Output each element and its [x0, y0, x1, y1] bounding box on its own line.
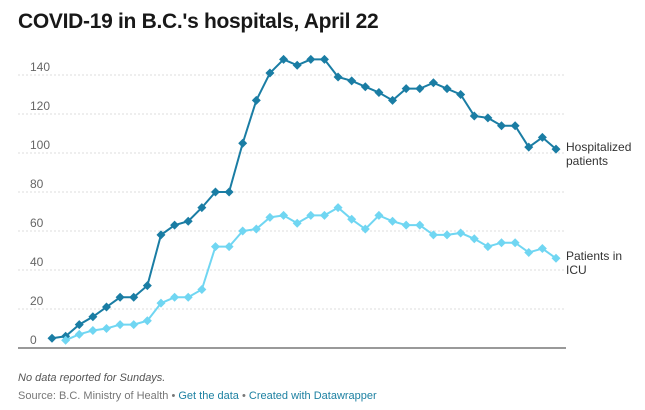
- marker: [537, 132, 547, 142]
- marker: [551, 253, 561, 263]
- marker: [360, 224, 370, 234]
- marker: [238, 138, 248, 148]
- marker: [224, 187, 234, 197]
- marker: [306, 54, 316, 64]
- marker: [251, 95, 261, 105]
- marker: [483, 113, 493, 123]
- marker: [142, 281, 152, 291]
- marker: [224, 242, 234, 252]
- marker: [279, 210, 289, 220]
- marker: [401, 84, 411, 94]
- marker: [210, 187, 220, 197]
- marker: [319, 210, 329, 220]
- marker: [456, 90, 466, 99]
- marker: [442, 230, 452, 240]
- chart: 0 20 40 60 80 100 120 140: [18, 54, 566, 349]
- marker: [537, 244, 547, 254]
- y-tick-label: 20: [30, 294, 44, 308]
- marker: [428, 78, 438, 88]
- marker: [238, 226, 248, 236]
- y-tick-label: 80: [30, 177, 44, 191]
- marker: [129, 292, 139, 302]
- marker: [156, 298, 166, 308]
- marker: [265, 212, 275, 222]
- source: Source: B.C. Ministry of Health: [18, 390, 169, 402]
- marker: [279, 54, 289, 64]
- separator: •: [171, 390, 176, 402]
- marker: [74, 329, 84, 339]
- marker: [442, 84, 452, 94]
- marker: [415, 220, 425, 230]
- marker: [483, 242, 493, 252]
- marker: [497, 238, 507, 248]
- series-label: Hospitalized patients: [566, 140, 632, 169]
- marker: [497, 121, 507, 131]
- marker: [469, 111, 479, 121]
- marker: [524, 247, 534, 257]
- y-tick-label: 120: [30, 99, 50, 113]
- series-line: [65, 206, 557, 342]
- marker: [551, 144, 561, 154]
- marker: [374, 210, 384, 220]
- marker: [251, 224, 261, 234]
- marker: [115, 320, 125, 330]
- marker: [374, 88, 384, 98]
- marker: [388, 216, 398, 226]
- chart-title: COVID-19 in B.C.'s hospitals, April 22: [18, 10, 379, 33]
- note: No data reported for Sundays.: [18, 372, 166, 384]
- marker: [101, 302, 111, 312]
- marker: [510, 121, 520, 131]
- marker: [388, 95, 398, 105]
- marker: [333, 72, 343, 82]
- marker: [210, 242, 220, 252]
- marker: [510, 238, 520, 248]
- footer: Source: B.C. Ministry of Health • Get th…: [18, 390, 377, 402]
- marker: [61, 335, 71, 345]
- marker: [183, 216, 193, 226]
- marker: [170, 220, 180, 230]
- marker: [360, 82, 370, 92]
- y-tick-label: 0: [30, 333, 37, 347]
- marker: [306, 210, 316, 220]
- y-tick-label: 100: [30, 138, 50, 152]
- marker: [347, 214, 357, 224]
- y-tick-label: 140: [30, 60, 50, 74]
- marker: [347, 76, 357, 86]
- marker: [47, 333, 57, 343]
- marker: [265, 68, 275, 78]
- marker: [88, 325, 98, 335]
- link[interactable]: Get the data: [178, 390, 239, 402]
- series-line: [51, 58, 557, 340]
- marker: [415, 84, 425, 94]
- link[interactable]: Created with Datawrapper: [248, 390, 377, 402]
- marker: [292, 218, 302, 228]
- marker: [428, 230, 438, 240]
- marker: [170, 292, 180, 302]
- marker: [129, 320, 139, 330]
- separator: •: [241, 390, 246, 402]
- marker: [292, 60, 302, 70]
- marker: [401, 220, 411, 230]
- marker: [197, 285, 207, 294]
- marker: [101, 324, 111, 333]
- marker: [456, 228, 466, 238]
- marker: [88, 312, 98, 322]
- marker: [74, 320, 84, 330]
- series-label: Patients in ICU: [566, 249, 623, 278]
- marker: [524, 142, 534, 152]
- marker: [197, 203, 207, 213]
- y-tick-label: 60: [30, 216, 44, 230]
- marker: [115, 292, 125, 302]
- marker: [469, 234, 479, 244]
- marker: [319, 54, 329, 64]
- marker: [142, 316, 152, 326]
- marker: [156, 230, 166, 240]
- y-tick-label: 40: [30, 255, 44, 269]
- marker: [333, 203, 343, 213]
- marker: [183, 292, 193, 302]
